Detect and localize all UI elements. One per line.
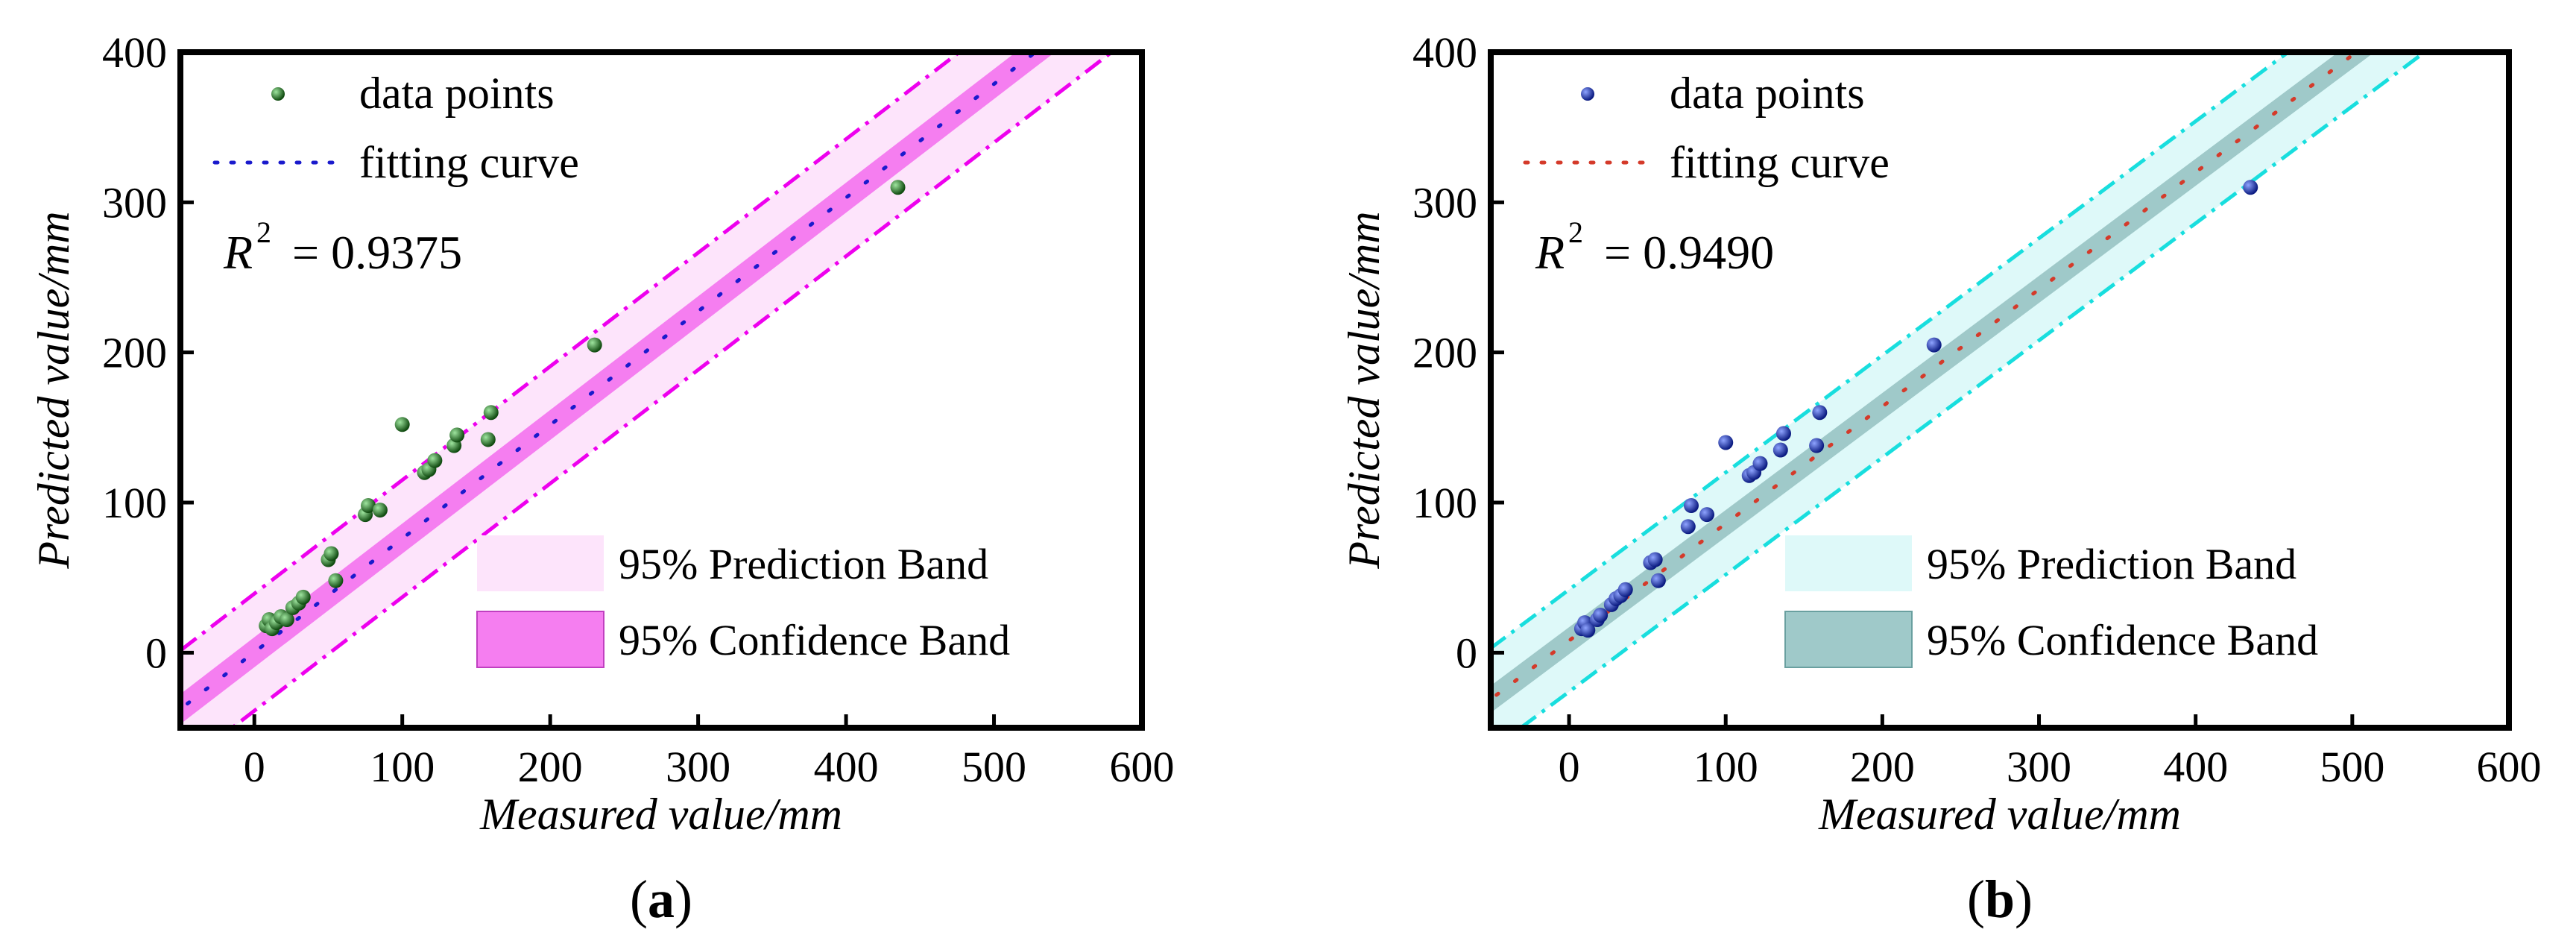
prediction-lower-line — [1518, 52, 2428, 728]
data-point — [1812, 405, 1828, 421]
y-tick-label: 200 — [102, 329, 167, 377]
r-squared-annotation: R 2 = 0.9375 — [223, 215, 462, 279]
data-point — [1680, 519, 1696, 535]
r-squared-annotation: R 2 = 0.9490 — [1535, 215, 1774, 279]
x-tick-label: 600 — [1110, 743, 1175, 791]
y-axis-label: Predicted value/mm — [1339, 211, 1389, 569]
legend-points-label: data points — [359, 69, 555, 118]
y-tick-label: 0 — [145, 629, 167, 677]
legend-fit-label: fitting curve — [1670, 138, 1890, 187]
prediction-lower-line — [229, 52, 1115, 728]
legend-point-marker — [271, 87, 285, 101]
prediction-band-label: 95% Prediction Band — [1927, 540, 2296, 588]
x-tick-label: 100 — [1693, 743, 1758, 791]
data-point — [1772, 442, 1788, 458]
data-point — [394, 417, 410, 432]
prediction-band-label: 95% Prediction Band — [619, 540, 988, 588]
prediction-band — [1491, 52, 2425, 728]
prediction-band — [180, 52, 1112, 728]
x-tick-label: 300 — [2007, 743, 2071, 791]
data-point — [427, 453, 443, 468]
data-point — [1718, 435, 1734, 450]
data-point — [2243, 180, 2258, 195]
confidence-band-swatch — [1784, 611, 1913, 668]
confidence-band-label: 95% Confidence Band — [619, 616, 1010, 664]
r-squared-symbol: R — [223, 226, 253, 279]
y-tick-label: 400 — [1412, 28, 1477, 77]
data-point — [1809, 438, 1825, 453]
x-tick-label: 500 — [2320, 743, 2384, 791]
legend: data points fitting curve — [1523, 69, 1890, 187]
y-tick-label: 300 — [102, 178, 167, 227]
r-squared-superscript: 2 — [256, 215, 271, 249]
confidence-band-swatch — [476, 611, 604, 668]
data-point — [1926, 337, 1942, 353]
data-point — [372, 503, 388, 518]
y-tick-label: 0 — [1456, 629, 1477, 677]
data-point — [328, 573, 344, 588]
x-tick-label: 200 — [1850, 743, 1915, 791]
data-point — [361, 498, 376, 514]
r-squared-superscript: 2 — [1568, 215, 1583, 249]
r-squared-value: = 0.9375 — [292, 226, 462, 279]
axes-frame — [177, 49, 1145, 731]
data-point — [1699, 507, 1715, 523]
data-point — [483, 405, 499, 421]
data-point — [1650, 573, 1666, 588]
x-axis-label: Measured value/mm — [479, 790, 842, 839]
data-point — [279, 612, 294, 628]
x-tick-label: 300 — [666, 743, 730, 791]
legend-fit-label: fitting curve — [359, 138, 579, 187]
band-legend: 95% Prediction Band 95% Confidence Band — [1784, 535, 2318, 668]
x-tick-label: 500 — [962, 743, 1026, 791]
confidence-band-label: 95% Confidence Band — [1927, 616, 2318, 664]
chart-panel-b: 0 100 200 300 400 500 600 0 100 200 300 400 Predict… — [1339, 28, 2542, 929]
data-point — [1593, 608, 1609, 623]
panel-label-a: (a) — [630, 869, 692, 929]
r-squared-symbol: R — [1535, 226, 1565, 279]
data-point — [890, 180, 906, 195]
data-point — [1752, 456, 1768, 471]
legend-points-label: data points — [1670, 69, 1865, 118]
y-tick-label: 100 — [102, 479, 167, 527]
data-point — [323, 546, 339, 561]
legend-point-marker — [1581, 87, 1594, 101]
chart-panel-a: 0 100 200 300 400 500 600 0 100 200 300 400 Predict… — [29, 28, 1175, 929]
prediction-band-swatch — [1785, 535, 1912, 591]
x-tick-label: 400 — [2163, 743, 2228, 791]
y-tick-label: 300 — [1412, 178, 1477, 227]
data-point — [1775, 426, 1791, 441]
x-tick-label: 200 — [518, 743, 583, 791]
axes-frame — [1488, 49, 2512, 731]
x-tick-label: 100 — [370, 743, 435, 791]
x-tick-label: 0 — [1559, 743, 1580, 791]
data-point — [1580, 623, 1596, 638]
r-squared-value: = 0.9490 — [1604, 226, 1774, 279]
legend: data points fitting curve — [212, 69, 579, 187]
y-tick-label: 200 — [1412, 329, 1477, 377]
x-axis-label: Measured value/mm — [1818, 790, 2181, 839]
data-point — [1647, 552, 1663, 567]
band-legend: 95% Prediction Band 95% Confidence Band — [476, 535, 1010, 668]
data-point — [449, 427, 465, 443]
prediction-upper-line — [1491, 52, 2291, 651]
data-point — [1617, 582, 1633, 597]
y-axis-label: Predicted value/mm — [29, 211, 78, 569]
confidence-band — [180, 52, 1055, 725]
data-point — [295, 589, 311, 605]
panel-label-b: (b) — [1967, 869, 2033, 929]
x-tick-label: 600 — [2477, 743, 2542, 791]
confidence-band — [1491, 52, 2375, 713]
x-tick-label: 0 — [244, 743, 265, 791]
data-point — [587, 337, 602, 353]
y-tick-label: 400 — [102, 28, 167, 77]
y-tick-label: 100 — [1412, 479, 1477, 527]
data-point — [1683, 498, 1699, 514]
prediction-band-swatch — [477, 535, 604, 591]
x-tick-label: 400 — [814, 743, 879, 791]
data-point — [480, 432, 496, 447]
